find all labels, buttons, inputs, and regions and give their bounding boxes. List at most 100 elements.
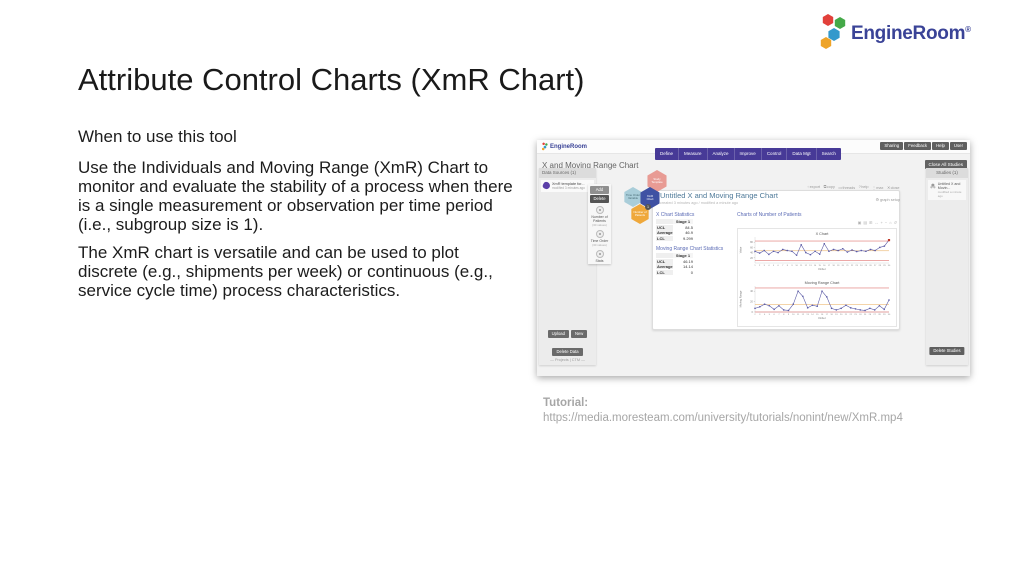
user-button[interactable]: User — [949, 142, 967, 150]
app-logo-text: EngineRoom — [550, 144, 587, 150]
svg-text:7: 7 — [778, 314, 780, 316]
svg-text:Order: Order — [818, 267, 826, 271]
nav-define[interactable]: Define — [655, 148, 680, 160]
xmr-chart-hexagon[interactable] — [640, 187, 660, 209]
reset-axes-icon[interactable]: ⌂ — [889, 220, 892, 225]
svg-text:Order: Order — [818, 316, 826, 320]
export-button[interactable]: ↑export — [807, 185, 821, 189]
svg-text:22: 22 — [851, 265, 854, 267]
add-variable-button[interactable]: Add — [590, 186, 609, 194]
pan-icon[interactable]: ↔ — [874, 220, 879, 225]
nav-control[interactable]: Control — [762, 148, 788, 160]
svg-text:0: 0 — [752, 310, 754, 314]
help-study-button[interactable]: ?help — [858, 185, 869, 189]
svg-text:18: 18 — [832, 265, 835, 267]
feedback-button[interactable]: Feedback — [904, 142, 932, 150]
svg-text:21: 21 — [845, 314, 848, 316]
variable-count-badge — [645, 204, 651, 210]
svg-text:40: 40 — [750, 251, 753, 255]
app-page-title: X and Moving Range Chart — [542, 161, 639, 170]
svg-text:10: 10 — [795, 265, 798, 267]
close-all-studies-button[interactable]: Close All Studies — [924, 160, 967, 169]
chart-modebar: ▣ ▤ ⊞ ↔ + − ⌂ ↺ — [858, 220, 897, 225]
svg-text:19: 19 — [837, 265, 840, 267]
new-button[interactable]: New — [570, 330, 588, 338]
variable-item[interactable]: Stats — [589, 250, 610, 263]
svg-text:10: 10 — [792, 314, 795, 316]
mr-stats-header: Moving Range Chart Statistics — [656, 246, 724, 252]
nav-search[interactable]: Search — [821, 151, 836, 156]
nav-improve[interactable]: Improve — [735, 148, 762, 160]
svg-text:5: 5 — [769, 314, 771, 316]
zoom-out-icon[interactable]: − — [884, 220, 888, 225]
help-button[interactable]: Help — [932, 142, 949, 150]
engineroom-logo-icon — [542, 142, 548, 151]
stage-header: Stage 1 — [673, 253, 693, 258]
study-template-hexagon[interactable] — [647, 170, 667, 192]
projects-ctm-toggle[interactable]: — Projects | CTM — — [550, 358, 585, 362]
section-heading: When to use this tool — [78, 127, 237, 146]
app-logo: EngineRoom — [541, 142, 587, 152]
svg-text:30: 30 — [888, 265, 891, 267]
variable-item[interactable]: Time Order (30 values) — [589, 230, 610, 247]
delete-variable-button[interactable]: Delete — [590, 195, 609, 203]
svg-text:40: 40 — [750, 289, 753, 293]
camera-icon[interactable]: ▣ — [857, 220, 862, 225]
zoom-icon[interactable]: ⊞ — [869, 220, 873, 225]
copy-button[interactable]: ⧉copy — [823, 185, 835, 189]
save-icon[interactable]: ▤ — [863, 220, 868, 225]
fullscreen-icon[interactable]: ↺ — [893, 220, 897, 225]
delete-studies-button[interactable]: Delete Studies — [929, 347, 965, 355]
variable-item[interactable]: Number of Patients (30 values) — [589, 206, 610, 227]
tutorial-link[interactable]: https://media.moresteam.com/university/t… — [543, 412, 903, 424]
table-row: Average 46.9 — [656, 230, 693, 235]
svg-text:20: 20 — [842, 265, 845, 267]
svg-text:6: 6 — [777, 265, 779, 267]
upload-button[interactable]: Upload — [547, 330, 569, 338]
svg-text:17: 17 — [826, 314, 829, 316]
study-list-item[interactable]: Untitled X and Movin... modified a minut… — [928, 180, 966, 200]
close-study-button[interactable]: ✕close — [886, 186, 900, 190]
svg-text:2: 2 — [759, 265, 761, 267]
sharing-button[interactable]: Sharing — [880, 142, 904, 150]
svg-text:29: 29 — [883, 314, 886, 316]
delete-data-button[interactable]: Delete Data — [552, 348, 583, 356]
copy-icon: ⧉ — [823, 185, 827, 189]
data-sources-panel: Data Sources (1) XmR template for... mod… — [539, 168, 596, 365]
zoom-in-icon[interactable]: + — [880, 220, 883, 225]
nav-measure[interactable]: Measure — [679, 148, 708, 160]
svg-text:15: 15 — [818, 265, 821, 267]
variable-icon — [595, 230, 604, 238]
study-item-title: Untitled X and Movin... — [937, 182, 961, 190]
svg-text:11: 11 — [800, 265, 803, 267]
time-order-variable-hexagon[interactable] — [624, 187, 642, 207]
data-source-item[interactable]: XmR template for... modified 3 minutes a… — [541, 180, 594, 192]
number-of-patients-hexagon[interactable] — [631, 204, 649, 224]
study-hexagons-icon — [930, 183, 936, 189]
brand-wordmark: EngineRoom® — [851, 23, 971, 44]
threads-button[interactable]: ▭threads — [838, 186, 856, 190]
svg-text:17: 17 — [828, 265, 831, 267]
data-sources-actions: Upload New Delete Data — Projects | CTM … — [541, 330, 594, 362]
threads-icon: ▭ — [838, 186, 842, 190]
svg-text:Moving Range: Moving Range — [739, 290, 743, 307]
max-button[interactable]: ⋮max — [871, 186, 884, 190]
nav-analyze[interactable]: Analyze — [708, 148, 735, 160]
charts-area: X Chart 20 40 60 80 1 2 3 4 5 6 7 8 9 10 11 12 13 14 15 16 17… — [737, 228, 897, 327]
svg-text:12: 12 — [805, 265, 808, 267]
svg-text:13: 13 — [809, 265, 812, 267]
studies-header: Studies (1) — [926, 168, 968, 178]
svg-text:28: 28 — [878, 314, 881, 316]
study-toolbar: ↑export ⧉copy ▭threads ?help ⋮max ✕close — [807, 185, 900, 190]
nav-data-mgt[interactable]: Data Mgt — [787, 148, 817, 160]
svg-text:3: 3 — [764, 265, 766, 267]
graph-setup-button[interactable]: ⚙ graph setup — [875, 198, 900, 202]
svg-text:7: 7 — [782, 265, 784, 267]
svg-text:28: 28 — [879, 265, 882, 267]
svg-text:80: 80 — [750, 240, 753, 244]
